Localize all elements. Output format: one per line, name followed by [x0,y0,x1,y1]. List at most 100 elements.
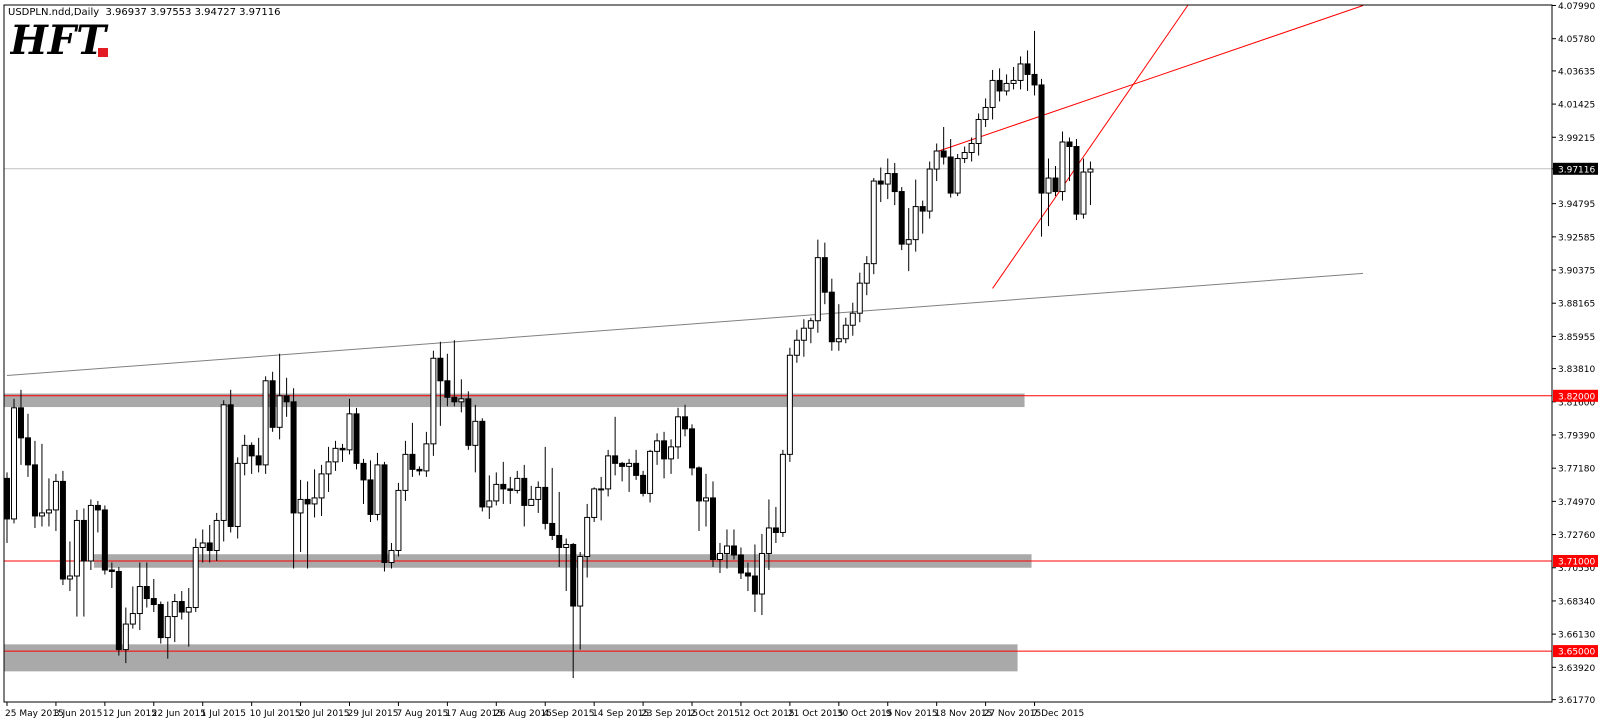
candle-body-bull [332,447,339,463]
candle [1010,66,1017,90]
candle [877,167,884,203]
candle-body-bull [703,497,709,502]
candle-body-bear [157,604,164,639]
candle-body-bear [416,468,423,472]
candle-body-bear [143,586,150,600]
candle [339,443,346,462]
x-tick-label: 12 Jun 2015 [103,709,157,719]
candle-body-bull [779,453,786,533]
candle [703,473,709,527]
candle-body-bull [989,79,996,108]
y-tick-label: 3.83810 [1558,365,1595,375]
candle [661,431,668,479]
candle-body-bear [304,498,311,505]
candle-body-bear [542,486,549,524]
candle-body-bear [283,395,290,403]
candle-body-bear [290,401,297,514]
candle [80,508,87,617]
candle-body-bull [199,542,206,548]
candle-body-bear [919,206,926,212]
candle [696,466,703,531]
price-level-label-bg [1553,389,1598,402]
candle [416,466,423,476]
candle [143,562,150,608]
candle-body-bear [465,398,472,446]
candle-body-bear [996,79,1003,92]
candle-body-bear [360,462,367,481]
candle [730,529,737,560]
candle [87,499,94,571]
candle [388,542,395,569]
candle [374,452,381,521]
candle [255,437,262,473]
candle-body-bear [744,572,751,577]
candle [402,440,409,501]
candle-body-bull [374,464,381,515]
candle-body-bull [458,398,465,403]
candle [982,98,989,127]
candle [556,491,563,567]
candle-body-bull [807,320,814,329]
candle [346,398,353,455]
candle-body-bear [549,522,556,536]
y-tick-label: 3.74970 [1558,498,1595,508]
candle-body-bull [926,168,933,212]
candle [989,69,996,120]
x-tick-label: 4 Sep 2015 [543,709,594,719]
candle [542,446,549,530]
candle-body-bull [675,416,682,448]
candle [647,449,654,503]
candle [996,68,1003,102]
candle [94,500,101,533]
price-level-label: 3.65000 [1558,648,1595,658]
candle-body-bull [318,473,325,499]
y-tick-label: 3.92585 [1558,233,1595,243]
candle [472,404,479,473]
candle-body-bear [1038,84,1045,194]
candle [919,200,926,234]
candle [101,505,108,575]
candle [912,179,919,252]
candle-body-bull [430,357,437,445]
candle-body-bull [402,453,409,491]
candle-body-bull [954,158,961,194]
x-tick-label: 9 Nov 2015 [886,709,938,719]
candle [856,272,863,323]
candle-body-bull [1017,63,1024,81]
candle-body-bear [444,380,451,398]
candle [1052,166,1059,197]
candle [898,187,905,251]
candle-body-bear [1031,73,1038,86]
candle-body-bull [842,324,849,340]
candle [905,208,912,272]
candle [395,482,402,557]
candle [199,529,206,563]
candle-body-bear [1052,177,1059,193]
candle [444,353,451,407]
candle-body-bear [821,257,828,293]
candle-body-bull [87,504,94,562]
candle-body-bull [716,552,723,560]
candle [779,449,786,537]
candle [1038,78,1045,237]
candle-body-bear [556,534,563,548]
candle [325,446,332,492]
support-resistance-zone [4,644,1018,672]
candle-body-bull [38,512,45,517]
candle-body-bear [269,380,276,428]
candle [4,472,10,543]
candle [458,379,465,413]
candle-body-bear [17,407,24,439]
candle [213,512,220,561]
candle-body-bear [108,569,115,573]
x-tick-label: 12 Oct 2015 [739,709,795,719]
candle-body-bull [765,527,772,554]
candle [1080,158,1087,219]
candle-body-bull [311,497,318,505]
zones-layer [4,393,1032,672]
candle-body-bear [31,464,38,517]
candle [129,586,136,629]
y-tick-label: 3.99215 [1558,134,1595,144]
